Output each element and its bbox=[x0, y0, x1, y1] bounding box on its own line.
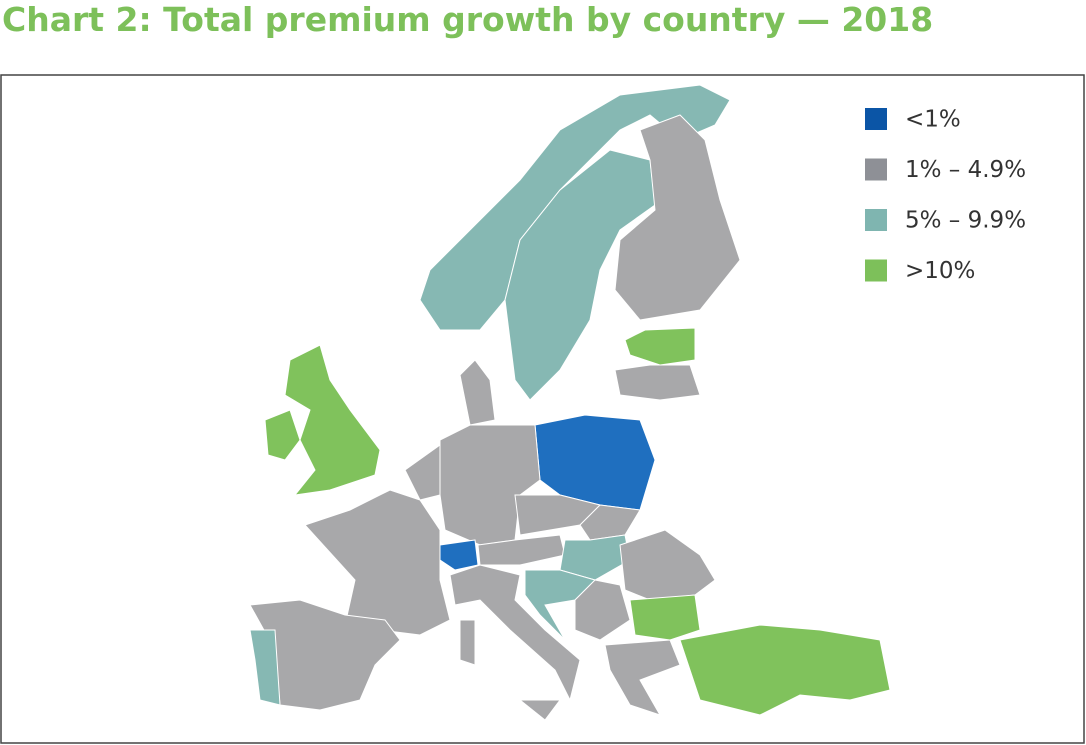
legend-label: >10% bbox=[905, 258, 975, 284]
country bbox=[504, 149, 656, 401]
legend-label: 5% – 9.9% bbox=[905, 208, 1026, 234]
legend-label: <1% bbox=[905, 107, 961, 133]
legend-swatch bbox=[865, 209, 887, 231]
country bbox=[619, 529, 716, 601]
country bbox=[629, 594, 701, 641]
country bbox=[449, 564, 581, 702]
country bbox=[624, 327, 696, 366]
country bbox=[439, 539, 479, 571]
country bbox=[679, 624, 891, 716]
country bbox=[574, 579, 631, 641]
legend-swatch bbox=[865, 158, 887, 181]
legend-swatch bbox=[865, 259, 887, 282]
country bbox=[404, 444, 441, 501]
countries bbox=[249, 84, 891, 721]
country bbox=[614, 114, 741, 321]
legend-swatch bbox=[865, 108, 887, 130]
frame bbox=[0, 74, 1085, 744]
country bbox=[284, 344, 381, 496]
country bbox=[264, 409, 301, 461]
country bbox=[579, 504, 641, 541]
country bbox=[459, 619, 476, 666]
country bbox=[518, 699, 561, 721]
country bbox=[459, 359, 496, 426]
country bbox=[614, 364, 701, 401]
legend-label: 1% – 4.9% bbox=[905, 157, 1026, 183]
country bbox=[604, 639, 681, 716]
country bbox=[524, 569, 596, 641]
chart-title: Chart 2: Total premium growth by country… bbox=[2, 0, 934, 39]
country bbox=[249, 629, 281, 706]
